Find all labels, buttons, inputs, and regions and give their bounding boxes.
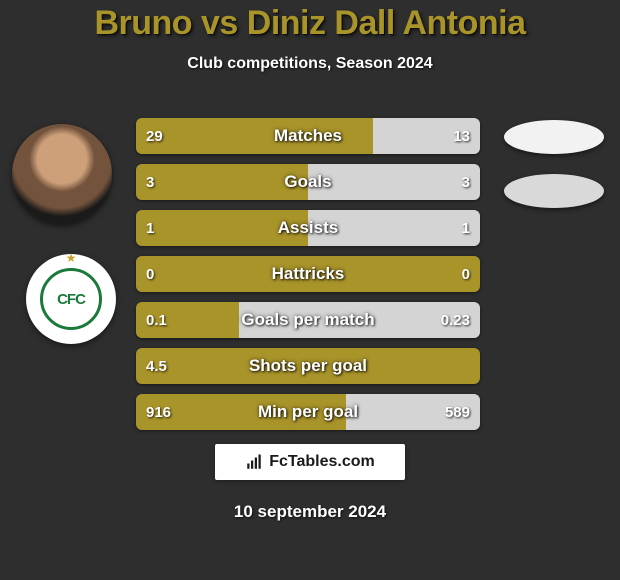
player-placeholder-bottom: [504, 174, 604, 208]
star-icon: ★: [66, 251, 77, 265]
bar-left: [136, 164, 308, 200]
left-player-column: ★ CFC: [8, 124, 118, 344]
watermark-text: FcTables.com: [269, 453, 375, 471]
bar-right: [346, 394, 480, 430]
bar-left: [136, 118, 373, 154]
bar-right: [373, 118, 480, 154]
stat-row: 33Goals: [136, 164, 480, 200]
subtitle: Club competitions, Season 2024: [0, 55, 620, 73]
page-title: Bruno vs Diniz Dall Antonia: [0, 0, 620, 43]
bar-full: [136, 348, 480, 384]
club-badge-text: CFC: [40, 268, 102, 330]
bar-left: [136, 394, 346, 430]
stat-row: 0.10.23Goals per match: [136, 302, 480, 338]
chart-icon: [245, 453, 263, 471]
bar-left: [136, 302, 239, 338]
stat-row: 4.5Shots per goal: [136, 348, 480, 384]
bar-right: [308, 210, 480, 246]
bar-full: [136, 256, 480, 292]
bar-right: [308, 164, 480, 200]
bar-right: [239, 302, 480, 338]
player-photo-left: [12, 124, 112, 224]
date-text: 10 september 2024: [0, 502, 620, 522]
comparison-card: Bruno vs Diniz Dall Antonia Club competi…: [0, 0, 620, 580]
stats-table: 2913Matches 33Goals 11Assists 00Hattricks 0.…: [136, 118, 480, 440]
stat-row: 2913Matches: [136, 118, 480, 154]
stat-row: 916589Min per goal: [136, 394, 480, 430]
watermark: FcTables.com: [215, 444, 405, 480]
stat-row: 11Assists: [136, 210, 480, 246]
player-placeholder-top: [504, 120, 604, 154]
stat-row: 00Hattricks: [136, 256, 480, 292]
club-badge-left: ★ CFC: [26, 254, 116, 344]
right-player-column: [504, 120, 604, 228]
bar-left: [136, 210, 308, 246]
